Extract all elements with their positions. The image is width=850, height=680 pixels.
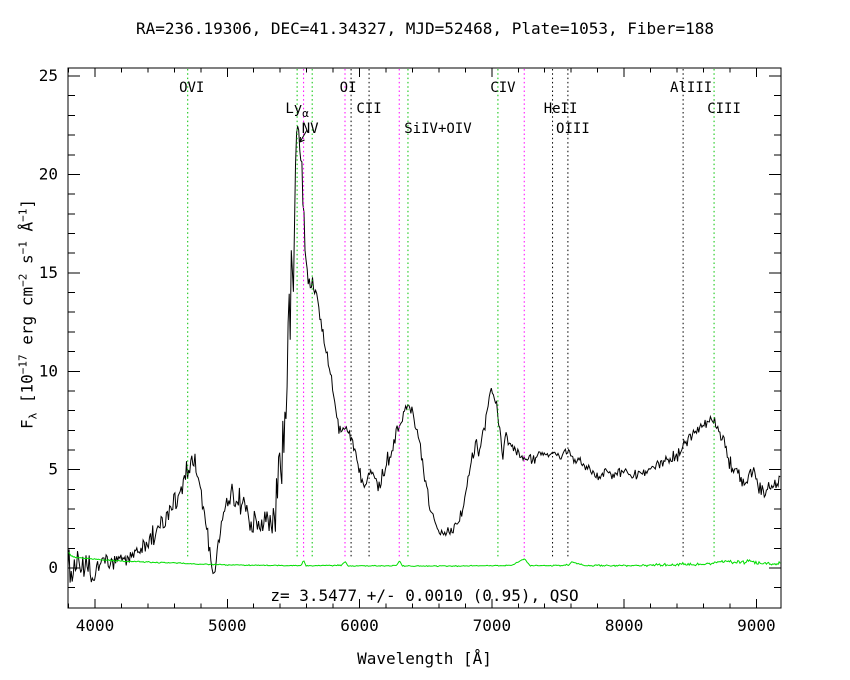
y-axis-label-segment: ]: [17, 198, 37, 209]
y-axis-label-segment: s: [17, 254, 37, 274]
y-axis-label-segment: −17: [16, 354, 30, 375]
x-tick-label-6000: 6000: [340, 616, 379, 635]
emission-label-civ: CIV: [490, 80, 516, 96]
noise-spectrum-curve: [67, 551, 781, 568]
emission-label-siiv+oiv: SiIV+OIV: [404, 121, 472, 137]
x-tick-label-4000: 4000: [76, 616, 115, 635]
y-axis-label-segment: Å: [17, 221, 37, 242]
y-axis-label-segment: −2: [16, 273, 30, 287]
x-tick-label-7000: 7000: [473, 616, 512, 635]
y-axis-label-segment: −1: [16, 241, 30, 255]
y-tick-label-5: 5: [48, 460, 58, 479]
emission-label-cii: CII: [356, 101, 381, 117]
y-tick-label-0: 0: [48, 558, 58, 577]
emission-label-heii: HeII: [544, 101, 578, 117]
plot-frame: [67, 67, 782, 609]
y-axis-label-segment: F: [17, 419, 37, 430]
redshift-annotation: z= 3.5477 +/- 0.0010 (0.95), QSO: [270, 586, 579, 605]
x-tick-label-9000: 9000: [737, 616, 776, 635]
emission-label-ovi: OVI: [179, 80, 204, 96]
plot-title: RA=236.19306, DEC=41.34327, MJD=52468, P…: [136, 19, 714, 38]
y-axis-label-segment: λ: [26, 412, 40, 420]
emission-label-oi: OI: [340, 80, 357, 96]
x-axis-label: Wavelength [Å]: [357, 649, 492, 668]
y-axis-label-segment: erg cm: [17, 286, 37, 355]
emission-label-nv: NV: [302, 121, 319, 137]
object-spectrum-curve: [67, 126, 781, 583]
emission-label-aliii: AlIII: [670, 80, 712, 96]
y-tick-label-15: 15: [39, 263, 58, 282]
y-tick-label-20: 20: [39, 164, 58, 183]
emission-label-ciii: CIII: [707, 101, 741, 117]
nv-arrow: [299, 129, 308, 143]
emission-label-oiii: OIII: [556, 121, 590, 137]
y-axis-label: Fλ [10−17 erg cm−2 s−1 Å−1]: [17, 199, 40, 429]
y-axis-label-segment: −1: [16, 208, 30, 222]
x-tick-label-8000: 8000: [605, 616, 644, 635]
y-axis-label-segment: [10: [17, 374, 37, 413]
x-tick-label-5000: 5000: [208, 616, 247, 635]
y-tick-label-10: 10: [39, 361, 58, 380]
y-tick-label-25: 25: [39, 66, 58, 85]
